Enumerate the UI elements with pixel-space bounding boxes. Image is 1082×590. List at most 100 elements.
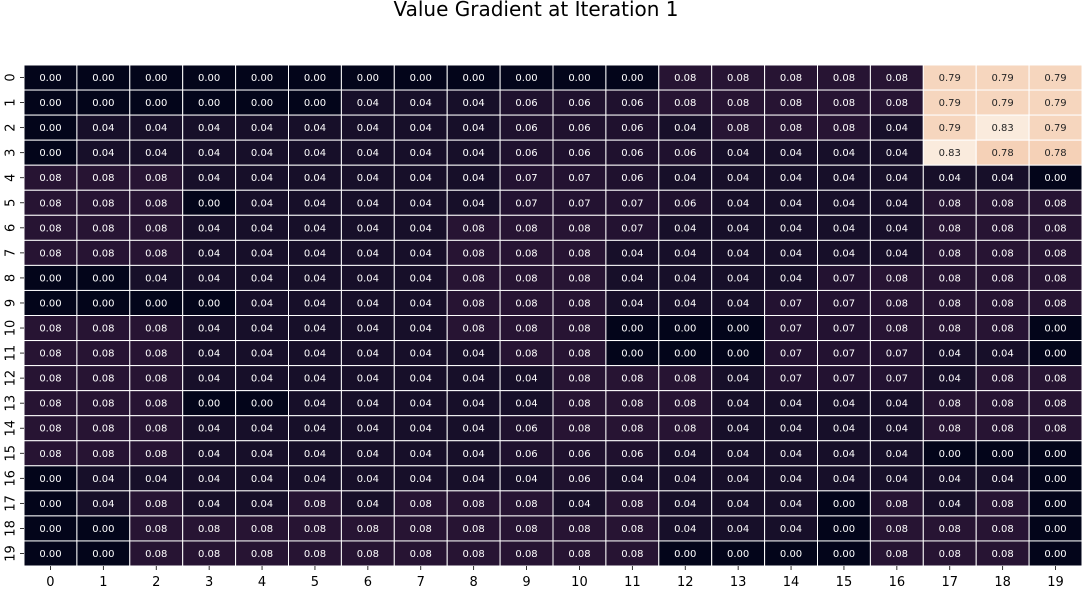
cell-value-label: 0.08	[939, 273, 961, 284]
heatmap-cell	[129, 214, 184, 241]
cell-value-label: 0.04	[780, 449, 802, 460]
cell-value-label: 0.07	[515, 198, 537, 209]
heatmap-cell	[605, 540, 660, 567]
heatmap-cell	[658, 540, 713, 567]
cell-value-label: 0.04	[251, 374, 273, 385]
heatmap-cell	[288, 365, 342, 392]
cell-value-label: 0.04	[727, 198, 749, 209]
cell-value-label: 0.00	[1044, 173, 1066, 184]
heatmap-cell	[393, 340, 448, 367]
cell-value-label: 0.08	[145, 449, 167, 460]
cell-value-label: 0.07	[780, 298, 802, 309]
cell-value-label: 0.04	[357, 173, 379, 184]
cell-value-label: 0.08	[568, 374, 590, 385]
cell-value-label: 0.04	[198, 474, 220, 485]
heatmap-cell	[76, 515, 131, 542]
heatmap-cell	[817, 315, 871, 342]
cell-value-label: 0.04	[357, 198, 379, 209]
cell-value-label: 0.06	[568, 474, 590, 485]
cell-value-label: 0.04	[410, 374, 432, 385]
cell-value-label: 0.00	[92, 298, 114, 309]
cell-value-label: 0.04	[780, 223, 802, 234]
cell-value-label: 0.08	[939, 524, 961, 535]
cell-value-label: 0.08	[939, 198, 961, 209]
cell-value-label: 0.08	[886, 524, 908, 535]
cell-value-label: 0.00	[145, 98, 167, 109]
cell-value-label: 0.00	[39, 273, 61, 284]
cell-value-label: 0.04	[780, 173, 802, 184]
cell-value-label: 0.08	[145, 499, 167, 510]
heatmap-cell	[182, 164, 237, 191]
heatmap-cell	[76, 465, 131, 492]
cell-value-label: 0.08	[886, 549, 908, 560]
cell-value-label: 0.08	[145, 173, 167, 184]
heatmap-cell	[340, 239, 395, 266]
cell-value-label: 0.08	[939, 223, 961, 234]
x-axis-ticks: 0 1 2 3 4 5 6 7 8 9 10 11 12 13 14 15 16 17 18 19	[46, 566, 1064, 590]
y-tick-label: 6	[4, 224, 19, 232]
cell-value-label: 0.04	[357, 349, 379, 360]
heatmap-cell	[552, 114, 607, 141]
heatmap-cell	[817, 440, 871, 467]
heatmap-cell	[393, 465, 448, 492]
cell-value-label: 0.08	[515, 524, 537, 535]
cell-value-label: 0.06	[674, 148, 696, 159]
cell-value-label: 0.00	[39, 499, 61, 510]
cell-value-label: 0.04	[410, 273, 432, 284]
heatmap-cell	[817, 139, 871, 166]
cell-value-label: 0.04	[357, 298, 379, 309]
cell-value-label: 0.04	[463, 123, 485, 134]
cell-value-label: 0.08	[886, 73, 908, 84]
cell-value-label: 0.08	[145, 324, 167, 335]
cell-value-label: 0.04	[251, 248, 273, 259]
y-tick-label: 2	[4, 123, 19, 131]
cell-value-label: 0.08	[621, 424, 643, 435]
cell-value-label: 0.08	[727, 98, 749, 109]
cell-value-label: 0.08	[674, 399, 696, 410]
cell-value-label: 0.08	[674, 73, 696, 84]
heatmap-cell	[869, 490, 924, 517]
y-tick-label: 14	[4, 420, 19, 437]
cell-value-label: 0.08	[1044, 298, 1066, 309]
heatmap-cell	[817, 89, 871, 116]
heatmap-cell	[552, 365, 607, 392]
cell-value-label: 0.00	[410, 73, 432, 84]
heatmap-cell	[975, 189, 1030, 216]
heatmap-cell	[340, 114, 395, 141]
cell-value-label: 0.08	[145, 399, 167, 410]
cell-value-label: 0.08	[92, 248, 114, 259]
cell-value-label: 0.04	[357, 223, 379, 234]
heatmap-cell	[922, 264, 977, 291]
cell-value-label: 0.08	[568, 549, 590, 560]
cell-value-label: 0.04	[463, 474, 485, 485]
heatmap-cell	[711, 114, 766, 141]
cell-value-label: 0.04	[886, 399, 908, 410]
x-tick-label: 14	[783, 575, 800, 590]
cell-value-label: 0.04	[463, 148, 485, 159]
heatmap-cell	[817, 465, 871, 492]
cell-value-label: 0.04	[410, 223, 432, 234]
cell-value-label: 0.04	[515, 474, 537, 485]
cell-value-label: 0.08	[568, 424, 590, 435]
cell-value-label: 0.08	[463, 524, 485, 535]
heatmap-cell	[393, 515, 448, 542]
heatmap-cell	[340, 365, 395, 392]
cell-value-label: 0.04	[939, 374, 961, 385]
heatmap-cell	[975, 315, 1030, 342]
cell-value-label: 0.04	[198, 374, 220, 385]
cell-value-label: 0.08	[568, 399, 590, 410]
heatmap-cell	[764, 114, 818, 141]
heatmap-cell	[76, 239, 131, 266]
cell-value-label: 0.00	[198, 399, 220, 410]
heatmap-cell	[23, 214, 78, 241]
cell-value-label: 0.04	[886, 248, 908, 259]
x-tick-label: 1	[99, 575, 107, 590]
heatmap-cell	[817, 114, 871, 141]
y-tick-label: 13	[4, 395, 19, 412]
cell-value-label: 0.08	[92, 349, 114, 360]
cell-value-label: 0.08	[621, 399, 643, 410]
cell-value-label: 0.00	[780, 549, 802, 560]
x-tick-label: 8	[470, 575, 478, 590]
cell-value-label: 0.04	[674, 123, 696, 134]
x-tick-label: 17	[941, 575, 958, 590]
